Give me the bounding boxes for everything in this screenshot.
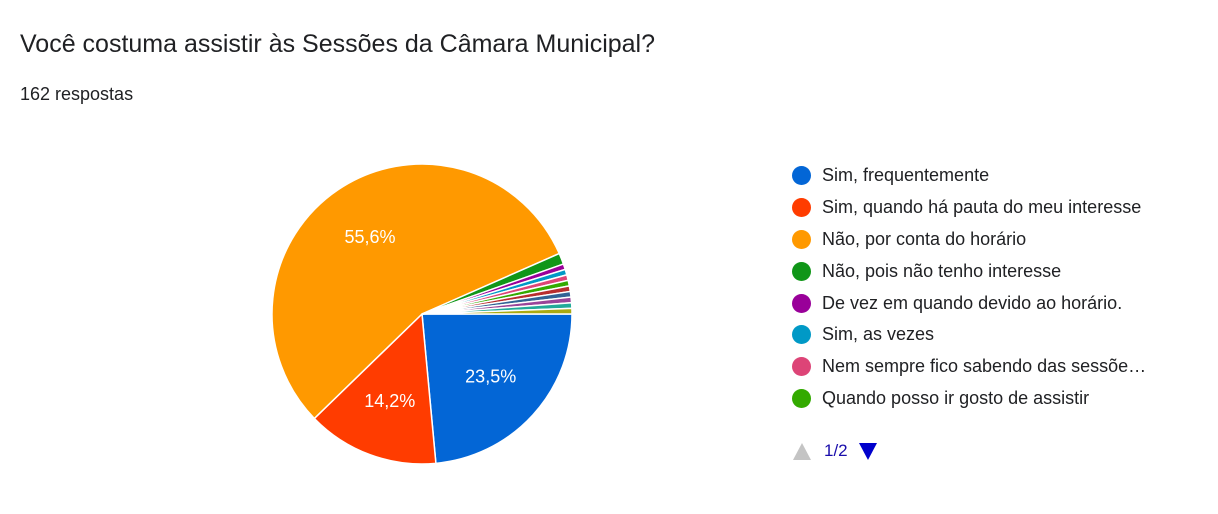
legend-label: Não, pois não tenho interesse bbox=[822, 260, 1062, 281]
legend-label: Sim, frequentemente bbox=[822, 165, 990, 186]
legend-item[interactable]: Sim, frequentemente bbox=[792, 160, 1146, 192]
legend-swatch bbox=[792, 388, 811, 408]
legend-label: Não, por conta do horário bbox=[822, 228, 1027, 249]
legend-label: Quando posso ir gosto de assistir bbox=[822, 387, 1090, 408]
legend-item[interactable]: Quando posso ir gosto de assistir bbox=[792, 383, 1146, 415]
triangle-down-icon[interactable] bbox=[858, 442, 878, 461]
response-count: 162 respostas bbox=[20, 84, 134, 104]
slice-data-label: 14,2% bbox=[364, 391, 415, 411]
pie-slice[interactable] bbox=[421, 313, 573, 465]
legend-label: Sim, quando há pauta do meu interesse bbox=[822, 197, 1142, 218]
legend-item[interactable]: Não, por conta do horário bbox=[792, 224, 1146, 256]
legend-swatch bbox=[792, 293, 811, 313]
legend-swatch bbox=[792, 229, 811, 249]
legend-label: De vez em quando devido ao horário. bbox=[822, 292, 1123, 313]
legend-pager: 1/2 bbox=[792, 441, 878, 461]
legend-swatch bbox=[792, 166, 811, 186]
chart-title: Você costuma assistir às Sessões da Câma… bbox=[20, 30, 656, 58]
page-indicator: 1/2 bbox=[824, 441, 848, 460]
legend-item[interactable]: Não, pois não tenho interesse bbox=[792, 255, 1146, 287]
legend-item[interactable]: De vez em quando devido ao horário. bbox=[792, 287, 1146, 319]
legend-label: Nem sempre fico sabendo das sessõe… bbox=[822, 356, 1147, 377]
pie-slice[interactable] bbox=[313, 312, 437, 465]
triangle-up-icon[interactable] bbox=[792, 442, 812, 461]
legend-swatch bbox=[792, 198, 811, 218]
legend-swatch bbox=[792, 261, 811, 281]
legend-item[interactable]: Sim, as vezes bbox=[792, 319, 1146, 351]
slice-data-label: 23,5% bbox=[465, 367, 516, 387]
legend-item[interactable]: Nem sempre fico sabendo das sessõe… bbox=[792, 351, 1146, 383]
slice-data-label: 55,6% bbox=[344, 227, 395, 247]
legend: Sim, frequentemente Sim, quando há pauta… bbox=[792, 160, 1146, 414]
pie-slice[interactable] bbox=[271, 163, 561, 420]
legend-item[interactable]: Sim, quando há pauta do meu interesse bbox=[792, 192, 1146, 224]
legend-label: Sim, as vezes bbox=[822, 324, 935, 345]
pie-slice[interactable] bbox=[421, 307, 573, 315]
legend-swatch bbox=[792, 325, 811, 345]
legend-swatch bbox=[792, 357, 811, 377]
